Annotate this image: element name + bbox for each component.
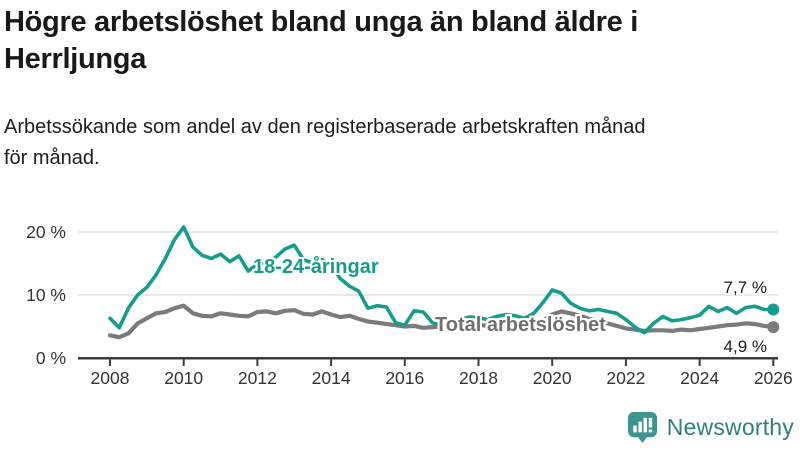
- x-axis-tick-label: 2020: [533, 368, 572, 388]
- y-axis-tick-label: 20 %: [26, 222, 66, 242]
- series-end-dot-young: [767, 303, 780, 316]
- x-axis-tick-label: 2012: [238, 368, 277, 388]
- x-axis-tick-label: 2014: [312, 368, 351, 388]
- x-axis-tick-label: 2026: [754, 368, 793, 388]
- x-axis-tick-label: 2022: [606, 368, 645, 388]
- y-axis-tick-label: 10 %: [26, 285, 66, 305]
- newsworthy-logo-icon: [627, 412, 657, 443]
- newsworthy-logo-text: Newsworthy: [666, 414, 794, 440]
- series-end-dot-total: [767, 321, 780, 334]
- series-label-total: Total arbetslöshet: [435, 314, 606, 336]
- x-axis-tick-label: 2016: [385, 368, 424, 388]
- series-label-young: 18-24-åringar: [253, 256, 379, 278]
- x-axis-tick-label: 2008: [91, 368, 130, 388]
- y-axis-tick-label: 0 %: [36, 348, 66, 368]
- series-line-young: [108, 225, 776, 335]
- x-axis-tick-label: 2010: [164, 368, 203, 388]
- chart-subtitle: Arbetssökande som andel av den registerb…: [4, 116, 646, 169]
- end-value-label-total: 4,9 %: [723, 337, 767, 356]
- end-value-label-young: 7,7 %: [723, 278, 767, 297]
- page-title: Högre arbetslöshet bland unga än bland ä…: [4, 6, 638, 76]
- x-axis-tick-label: 2018: [459, 368, 498, 388]
- x-axis-tick-label: 2024: [680, 368, 719, 388]
- newsworthy-logo: Newsworthy: [627, 411, 794, 444]
